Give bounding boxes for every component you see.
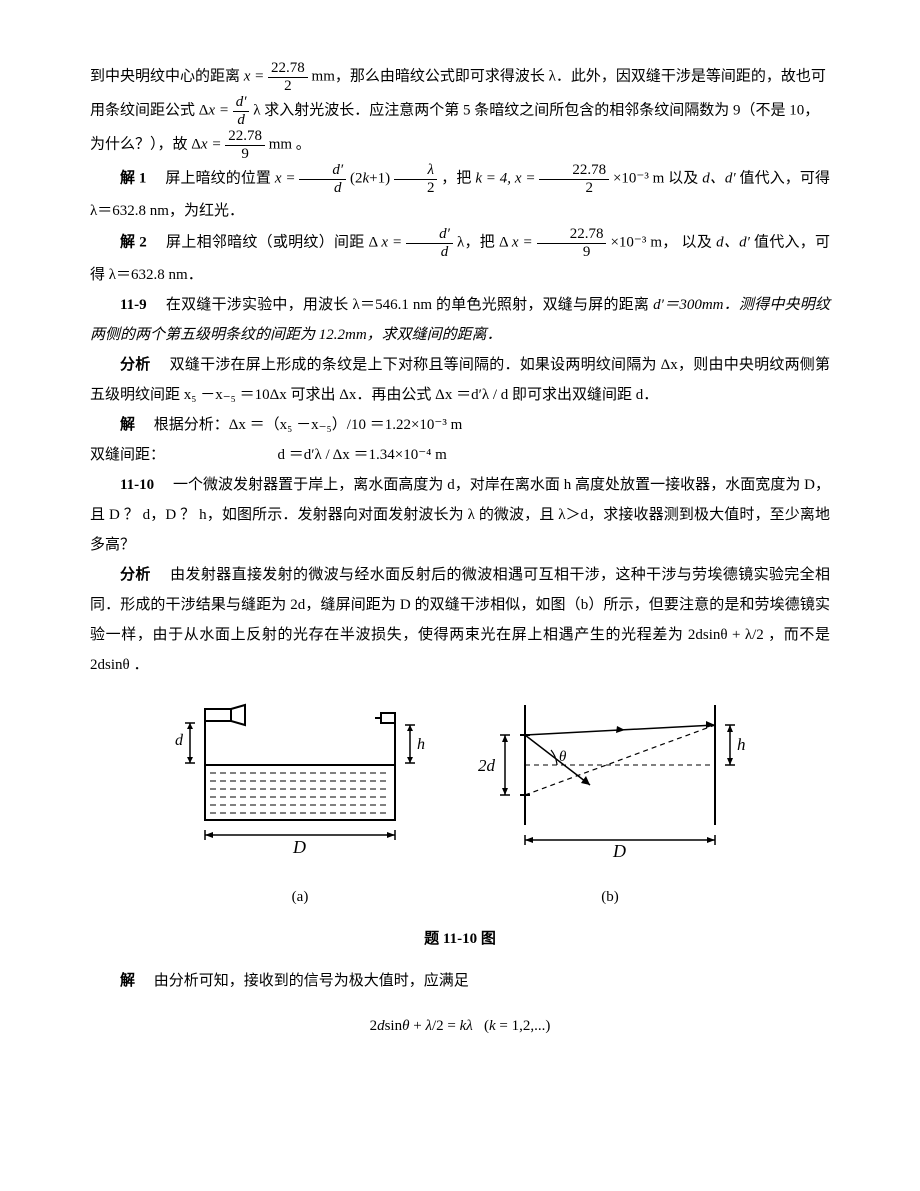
svg-text:d: d <box>175 732 184 749</box>
problem-11-9-label: 11-9 <box>120 297 147 313</box>
figure-b-label: (b) <box>475 882 745 912</box>
solution-11-10: 解 由分析可知，接收到的信号为极大值时，应满足 <box>90 966 830 996</box>
solution-2: 解 2 屏上相邻暗纹（或明纹）间距 Δ x = d′ d λ，把 Δ x = 2… <box>90 226 830 290</box>
solution-label: 解 <box>120 973 135 989</box>
svg-text:h: h <box>417 736 425 753</box>
problem-11-9: 11-9 在双缝干涉实验中，用波长 λ＝546.1 nm 的单色光照射，双缝与屏… <box>90 290 830 350</box>
svg-text:h: h <box>737 735 745 754</box>
solution-1-label: 解 1 <box>120 170 146 186</box>
solution-2-label: 解 2 <box>120 234 147 250</box>
problem-11-10: 11-10 一个微波发射器置于岸上，离水面高度为 d，对岸在离水面 h 高度处放… <box>90 470 830 560</box>
figure-b-svg: 2d θ h D <box>475 695 745 865</box>
analysis-11-10: 分析 由发射器直接发射的微波与经水面反射后的微波相遇可互相干涉，这种干涉与劳埃德… <box>90 560 830 680</box>
analysis-11-9: 分析 双缝干涉在屏上形成的条纹是上下对称且等间隔的．如果设两明纹间隔为 Δx，则… <box>90 350 830 410</box>
solution-11-9: 解 根据分析：Δx ＝（x₅ －x₋₅）/10 ＝1.22×10⁻³ m <box>90 410 830 440</box>
svg-text:D: D <box>292 837 306 857</box>
solution-label: 解 <box>120 417 135 433</box>
figure-a: d h <box>175 695 425 912</box>
analysis-label: 分析 <box>120 567 151 583</box>
svg-text:θ: θ <box>559 749 567 765</box>
analysis-label: 分析 <box>120 357 150 373</box>
svg-text:D: D <box>612 841 626 861</box>
figure-a-label: (a) <box>175 882 425 912</box>
paragraph-intro: 到中央明纹中心的距离 x = 22.78 2 mm，那么由暗纹公式即可求得波长 … <box>90 60 830 162</box>
figure-a-svg: d h <box>175 695 425 865</box>
solution-1: 解 1 屏上暗纹的位置 x = d′ d (2k+1) λ 2 ，把 k = 4… <box>90 162 830 226</box>
figure-b: 2d θ h D (b) <box>475 695 745 912</box>
solution-11-9-line2: 双缝间距： d ＝d′λ / Δx ＝1.34×10⁻⁴ m <box>90 440 830 470</box>
problem-11-10-label: 11-10 <box>120 477 154 493</box>
figure-caption: 题 11-10 图 <box>90 924 830 954</box>
equation-11-10: 2dsinθ + λ/2 = kλ (k = 1,2,...) <box>90 1011 830 1041</box>
svg-text:2d: 2d <box>478 756 496 775</box>
figure-row: d h <box>90 695 830 912</box>
